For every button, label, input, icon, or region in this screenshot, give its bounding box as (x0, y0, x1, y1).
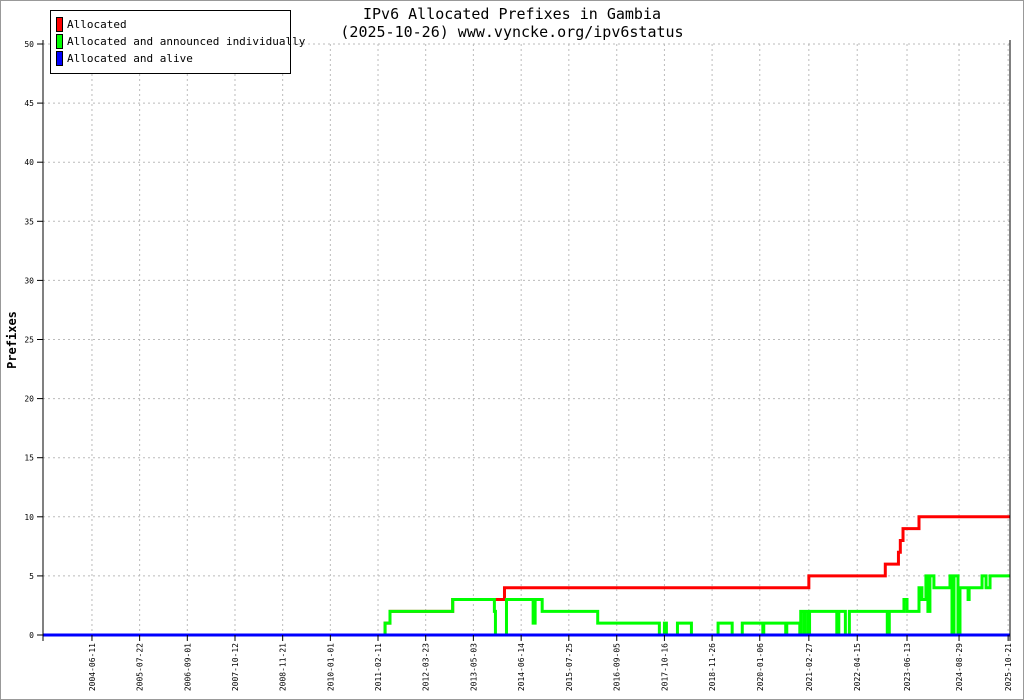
legend-swatch (56, 34, 63, 49)
y-tick-label: 25 (24, 336, 34, 345)
axes: 0 5 10 15 20 25 30 35 40 45 50 2004-06-11 2005-07-22… (24, 40, 1013, 691)
y-tick-label: 50 (24, 40, 34, 49)
legend: Allocated Allocated and announced individ… (50, 10, 306, 74)
y-tick-label: 30 (24, 276, 34, 285)
y-tick-label: 0 (29, 631, 34, 640)
y-axis-label: Prefixes (5, 311, 19, 369)
y-tick-label: 15 (24, 454, 34, 463)
x-tick-label: 2016-09-05 (613, 643, 622, 691)
x-tick-label: 2014-06-14 (517, 643, 526, 691)
x-tick-label: 2008-11-21 (279, 643, 288, 691)
x-tick-label: 2025-10-21 (1004, 643, 1013, 691)
x-tick-label: 2018-11-26 (708, 643, 717, 691)
x-tick-label: 2007-10-12 (231, 643, 240, 691)
legend-label: Allocated (67, 18, 127, 31)
x-tick-label: 2023-06-13 (903, 643, 912, 691)
x-tick-label: 2005-07-22 (136, 643, 145, 691)
x-tick-label: 2012-03-23 (422, 643, 431, 691)
y-tick-label: 45 (24, 99, 34, 108)
x-tick-label: 2010-01-01 (326, 643, 335, 691)
y-tick-label: 5 (29, 572, 34, 581)
x-tick-label: 2015-07-25 (565, 643, 574, 691)
y-tick-label: 40 (24, 158, 34, 167)
y-tick-label: 35 (24, 217, 34, 226)
y-tick-label: 20 (24, 395, 34, 404)
legend-box (50, 10, 291, 74)
x-tick-label: 2011-02-11 (374, 643, 383, 691)
x-tick-label: 2020-01-06 (756, 643, 765, 691)
legend-label: Allocated and alive (67, 52, 193, 65)
chart-subtitle: (2025-10-26) www.vyncke.org/ipv6status (340, 23, 683, 41)
legend-label: Allocated and announced individually (67, 35, 306, 48)
x-tick-label: 2021-02-27 (805, 643, 814, 691)
x-tick-label: 2022-04-15 (853, 643, 862, 691)
legend-swatch (56, 17, 63, 32)
series-group (43, 515, 1010, 637)
x-tick-label: 2017-10-16 (660, 643, 669, 691)
grid (43, 43, 1010, 635)
y-tick-label: 10 (24, 513, 34, 522)
legend-swatch (56, 51, 63, 66)
x-tick-label: 2013-05-03 (469, 643, 478, 691)
series-line-allocated-and-announced-individually (43, 574, 1010, 637)
x-tick-label: 2004-06-11 (88, 643, 97, 691)
x-tick-label: 2024-08-29 (955, 643, 964, 691)
x-tick-label: 2006-09-01 (183, 643, 192, 691)
chart-title: IPv6 Allocated Prefixes in Gambia (363, 5, 661, 23)
